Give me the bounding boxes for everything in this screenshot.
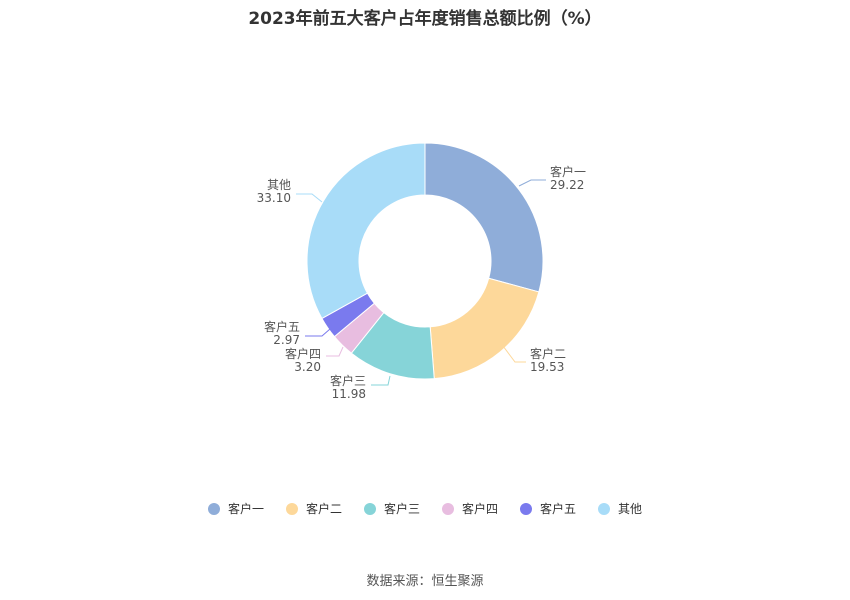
legend-marker-icon xyxy=(285,502,298,515)
legend-item-3[interactable]: 客户三 xyxy=(363,500,420,517)
label-line-5 xyxy=(305,328,331,337)
slice-label-value-6: 33.10 xyxy=(257,191,291,205)
legend-marker-icon xyxy=(442,502,454,515)
legend-item-2[interactable]: 客户二 xyxy=(285,500,342,517)
slice-label-name-3: 客户三 xyxy=(330,373,366,388)
legend-item-5[interactable]: 客户五 xyxy=(520,500,576,517)
legend-item-6[interactable]: 其他 xyxy=(598,500,642,517)
label-line-4 xyxy=(326,346,344,357)
legend-label: 客户二 xyxy=(305,502,342,516)
slice-1 xyxy=(424,142,544,293)
slice-label-value-4: 3.20 xyxy=(294,360,321,374)
legend-label: 客户一 xyxy=(227,502,264,516)
slice-label-value-5: 2.97 xyxy=(273,333,300,347)
slice-label-value-1: 29.22 xyxy=(550,178,584,192)
slice-label-name-1: 客户一 xyxy=(550,164,586,179)
legend-marker-icon xyxy=(520,502,533,515)
legend-label: 客户四 xyxy=(462,502,499,516)
chart-title: 2023年前五大客户占年度销售总额比例（%） xyxy=(248,9,602,29)
slice-label-value-2: 19.53 xyxy=(530,360,564,374)
slice-label-name-2: 客户二 xyxy=(530,346,566,361)
legend-label: 其他 xyxy=(618,502,643,516)
legend-label: 客户五 xyxy=(540,502,577,516)
label-line-2 xyxy=(502,345,526,363)
label-line-6 xyxy=(296,193,323,203)
slice-6 xyxy=(306,142,426,320)
legend-marker-icon xyxy=(207,502,220,515)
slice-label-name-5: 客户五 xyxy=(264,319,300,334)
slice-label-name-6: 其他 xyxy=(267,178,291,192)
data-source: 数据来源：恒生聚源 xyxy=(366,574,484,589)
legend-item-1[interactable]: 客户一 xyxy=(207,500,264,517)
legend-label: 客户三 xyxy=(383,502,420,516)
label-line-3 xyxy=(371,375,391,386)
legend: 客户一 客户二 客户三 客户四 客户五 其他 xyxy=(0,500,850,517)
slice-label-name-4: 客户四 xyxy=(285,346,321,361)
label-line-1 xyxy=(518,179,546,187)
legend-marker-icon xyxy=(598,502,611,515)
legend-marker-icon xyxy=(363,502,376,515)
slice-2 xyxy=(429,277,540,380)
slice-label-value-3: 11.98 xyxy=(332,387,366,401)
legend-item-4[interactable]: 客户四 xyxy=(442,500,498,517)
